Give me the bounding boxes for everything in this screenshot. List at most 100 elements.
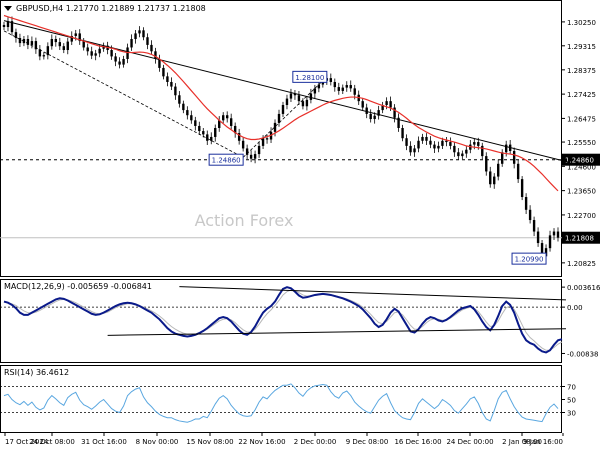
current-price-label: 1.21808 xyxy=(565,235,594,243)
x-tick-label: 8 Nov 00:00 xyxy=(136,438,179,446)
candle-body xyxy=(441,140,444,146)
candle-body xyxy=(353,88,356,95)
candle-body xyxy=(166,76,169,82)
price-tick-label: 1.26475 xyxy=(567,115,596,123)
candle-body xyxy=(345,85,348,88)
candle-body xyxy=(10,21,14,33)
candle-body xyxy=(162,67,165,77)
price-tick-label: 1.29315 xyxy=(567,43,596,51)
candle-body xyxy=(86,47,89,52)
candle-body xyxy=(489,171,492,185)
candle-body xyxy=(317,84,321,89)
candle-body xyxy=(265,138,269,140)
current-price-box xyxy=(562,231,600,244)
candle-body xyxy=(202,131,205,135)
candle-body xyxy=(417,140,420,149)
candle-body xyxy=(536,231,540,244)
candle-body xyxy=(182,103,185,111)
x-tick-label: 9 Dec 08:00 xyxy=(346,438,389,446)
level-price-box xyxy=(562,153,600,166)
candle-body xyxy=(365,107,368,114)
candle-body xyxy=(341,87,344,91)
candle-body xyxy=(544,248,548,257)
candle-body xyxy=(369,113,372,120)
price-tick-label: 1.30250 xyxy=(567,19,596,27)
candle-body xyxy=(516,163,520,180)
candle-body xyxy=(130,39,133,48)
macd-title: MACD(12,26,9) -0.005659 -0.006841 xyxy=(4,282,152,291)
price-level-label: 1.24860 xyxy=(212,157,241,165)
candle-body xyxy=(377,110,380,116)
x-tick-label: 31 Oct 16:00 xyxy=(81,438,127,446)
price-level-box xyxy=(511,252,547,265)
candle-body xyxy=(2,24,6,28)
price-tick-label: 1.20825 xyxy=(567,260,596,268)
candle-body xyxy=(190,115,193,121)
candle-body xyxy=(90,51,93,56)
price-tick-label: 1.27425 xyxy=(567,91,596,99)
price-level-labels: 1.28100 1.24860 1.20990 xyxy=(208,70,547,265)
candle-body xyxy=(158,58,161,68)
candle-body xyxy=(194,120,197,126)
watermark: Action Forex xyxy=(195,211,294,230)
candle-body xyxy=(14,32,18,39)
candle-body xyxy=(437,145,440,149)
candle-body xyxy=(110,50,113,57)
candle-body xyxy=(233,125,237,134)
candle-body xyxy=(206,134,209,141)
candle-body xyxy=(82,41,85,48)
candle-body xyxy=(504,144,508,153)
macd-tick-label: 0.00 xyxy=(567,304,583,312)
candle-body xyxy=(241,140,245,149)
price-tick-label: 1.24600 xyxy=(567,163,596,171)
candle-body xyxy=(401,127,404,139)
price-annotation-lines: 1.24860 xyxy=(0,20,600,166)
candle-body xyxy=(50,39,54,47)
candle-body xyxy=(281,104,285,114)
candle-body xyxy=(381,104,384,111)
candle-body xyxy=(170,81,173,87)
candle-body xyxy=(389,101,392,108)
x-tick-label: 15 Nov 08:00 xyxy=(186,438,233,446)
candle-body xyxy=(485,156,488,172)
candle-body xyxy=(524,197,528,210)
candle-body xyxy=(210,136,213,141)
symbol-dropdown-icon[interactable] xyxy=(4,6,12,11)
candle-body xyxy=(508,144,512,152)
x-tick-label: 24 Oct 08:00 xyxy=(29,438,75,446)
price-tick-label: 1.22700 xyxy=(567,212,596,220)
candle-body xyxy=(465,149,468,154)
candle-body xyxy=(301,101,305,107)
candle-body xyxy=(58,42,61,47)
x-tick-label: 9 Jan 16:00 xyxy=(523,438,563,446)
level-price-label: 1.24860 xyxy=(565,157,594,165)
candle-body xyxy=(453,145,456,153)
candle-body xyxy=(18,38,22,44)
candle-body xyxy=(385,101,388,105)
candle-body xyxy=(30,41,34,45)
candle-body xyxy=(473,142,476,145)
candle-body xyxy=(146,37,149,45)
price-level-label: 1.28100 xyxy=(295,74,324,82)
candle-body xyxy=(98,48,101,54)
candle-body xyxy=(461,153,464,157)
candle-body xyxy=(214,127,217,137)
macd-trendline xyxy=(179,286,566,301)
candle-body xyxy=(293,93,297,96)
rsi-tick-label: 50 xyxy=(567,397,576,405)
rsi-title: RSI(14) 36.4612 xyxy=(4,368,69,377)
candle-body xyxy=(289,93,293,99)
candle-body xyxy=(114,56,117,62)
candle-body xyxy=(198,125,201,132)
candle-body xyxy=(142,30,145,38)
moving-average xyxy=(3,14,559,192)
candle-body xyxy=(429,140,432,145)
rsi-tick-label: 30 xyxy=(567,410,576,418)
candle-body xyxy=(397,117,400,128)
candle-body xyxy=(126,47,129,59)
candle-body xyxy=(297,95,301,102)
candle-body xyxy=(552,231,556,236)
trendline xyxy=(3,20,571,163)
candle-body xyxy=(393,107,396,118)
